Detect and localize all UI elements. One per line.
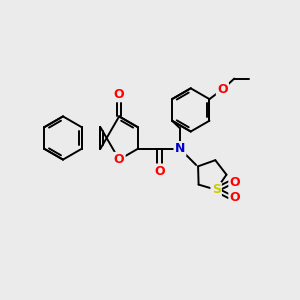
Text: O: O xyxy=(114,88,124,101)
Text: N: N xyxy=(175,142,185,155)
Text: O: O xyxy=(217,83,228,96)
Text: O: O xyxy=(114,153,124,166)
Text: O: O xyxy=(230,191,240,204)
Text: S: S xyxy=(212,183,220,196)
Text: O: O xyxy=(230,176,240,189)
Text: O: O xyxy=(154,165,165,178)
